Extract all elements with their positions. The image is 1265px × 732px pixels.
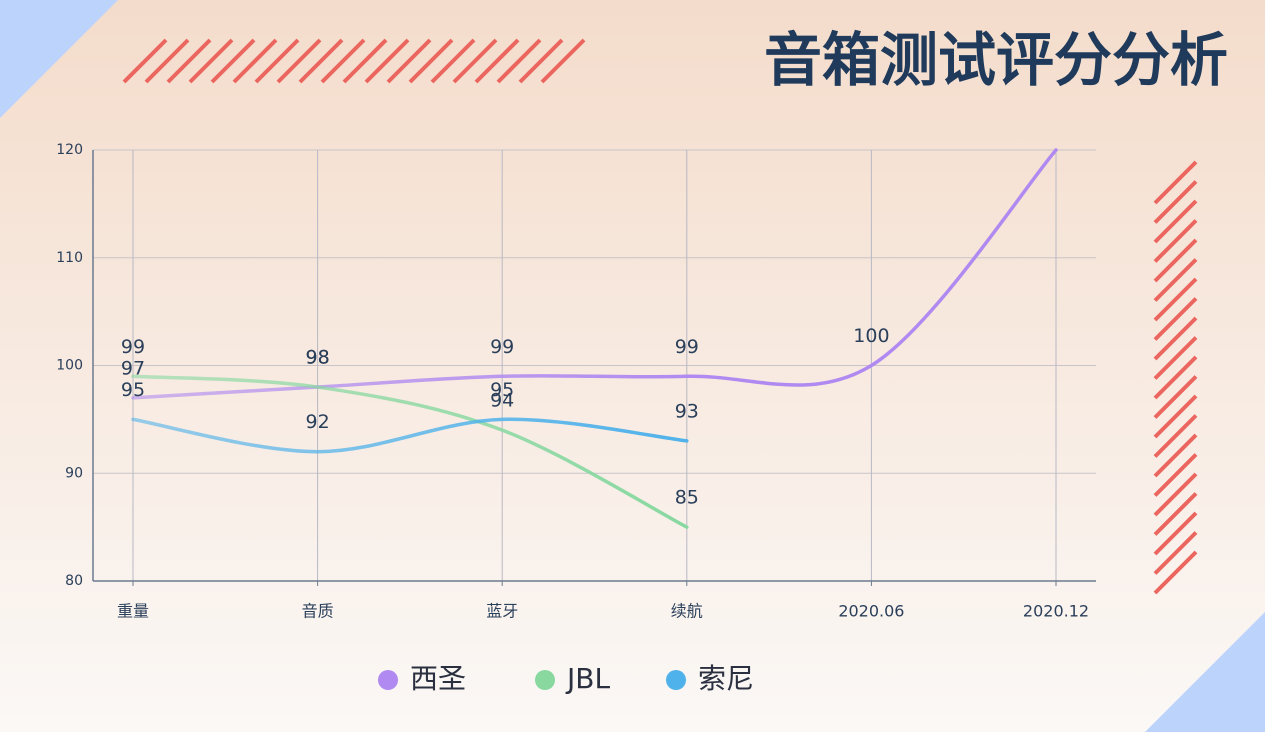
legend-marker <box>535 670 555 690</box>
stripes <box>122 38 586 84</box>
legend-label: 西圣 <box>410 662 466 695</box>
legend-marker <box>378 670 398 690</box>
stripe-right <box>1153 219 1198 263</box>
series-line <box>131 148 1058 400</box>
stripe-right <box>1153 316 1198 361</box>
y-tick-label: 120 <box>56 142 83 158</box>
data-label: 98 <box>306 347 330 369</box>
y-tick-label: 80 <box>65 573 83 589</box>
stripe-right <box>1153 472 1198 517</box>
data-label: 99 <box>121 336 145 358</box>
corner-decoration <box>1145 612 1265 732</box>
data-label: 99 <box>490 336 514 358</box>
stripe-right <box>1153 238 1198 283</box>
stripe-right <box>1153 355 1198 400</box>
data-label: 92 <box>306 411 330 433</box>
chart-title: 音箱测试评分分析 <box>764 26 1228 94</box>
data-label: 97 <box>121 357 145 379</box>
x-tick-label: 2020.06 <box>838 602 904 621</box>
stripe-right <box>1153 511 1198 556</box>
stripe-right <box>1153 180 1198 224</box>
stripe-right <box>1153 531 1198 575</box>
legend-label: JBL <box>565 662 610 695</box>
stripe-right <box>1153 199 1198 244</box>
stripe-right <box>1153 297 1198 341</box>
data-label: 100 <box>853 325 889 347</box>
series-line <box>131 374 689 529</box>
legend-marker <box>666 670 686 690</box>
y-tick-label: 110 <box>56 250 83 266</box>
stripe-right <box>1153 394 1198 439</box>
series-line <box>131 417 689 454</box>
x-tick-label: 音质 <box>302 602 334 621</box>
x-tick-label: 蓝牙 <box>486 602 518 621</box>
stripe-right <box>1153 414 1198 458</box>
corner-decoration <box>0 0 118 118</box>
x-tick-label: 续航 <box>671 602 703 621</box>
stripe-right <box>1153 550 1198 595</box>
stripe-right <box>1153 160 1198 205</box>
y-tick-label: 100 <box>56 358 83 374</box>
data-label: 99 <box>675 336 699 358</box>
stripe-right <box>1153 433 1198 478</box>
data-label: 85 <box>675 487 699 509</box>
stripe-right <box>1153 258 1198 302</box>
stripe-right <box>1153 375 1198 419</box>
legend-label: 索尼 <box>698 662 754 695</box>
data-label: 95 <box>121 379 145 401</box>
stripes-right <box>1153 160 1198 595</box>
stripe-right <box>1153 336 1198 380</box>
x-tick-label: 2020.12 <box>1023 602 1089 621</box>
stripe-right <box>1153 492 1198 536</box>
data-label: 94 <box>490 390 514 412</box>
stripe-right <box>1153 453 1198 497</box>
stripe-right <box>1153 277 1198 322</box>
data-label: 95 <box>490 379 514 401</box>
data-label: 98 <box>306 347 330 369</box>
y-tick-label: 90 <box>65 465 83 481</box>
stripe-top <box>122 38 586 84</box>
x-tick-label: 重量 <box>117 602 149 621</box>
data-label: 93 <box>675 400 699 422</box>
